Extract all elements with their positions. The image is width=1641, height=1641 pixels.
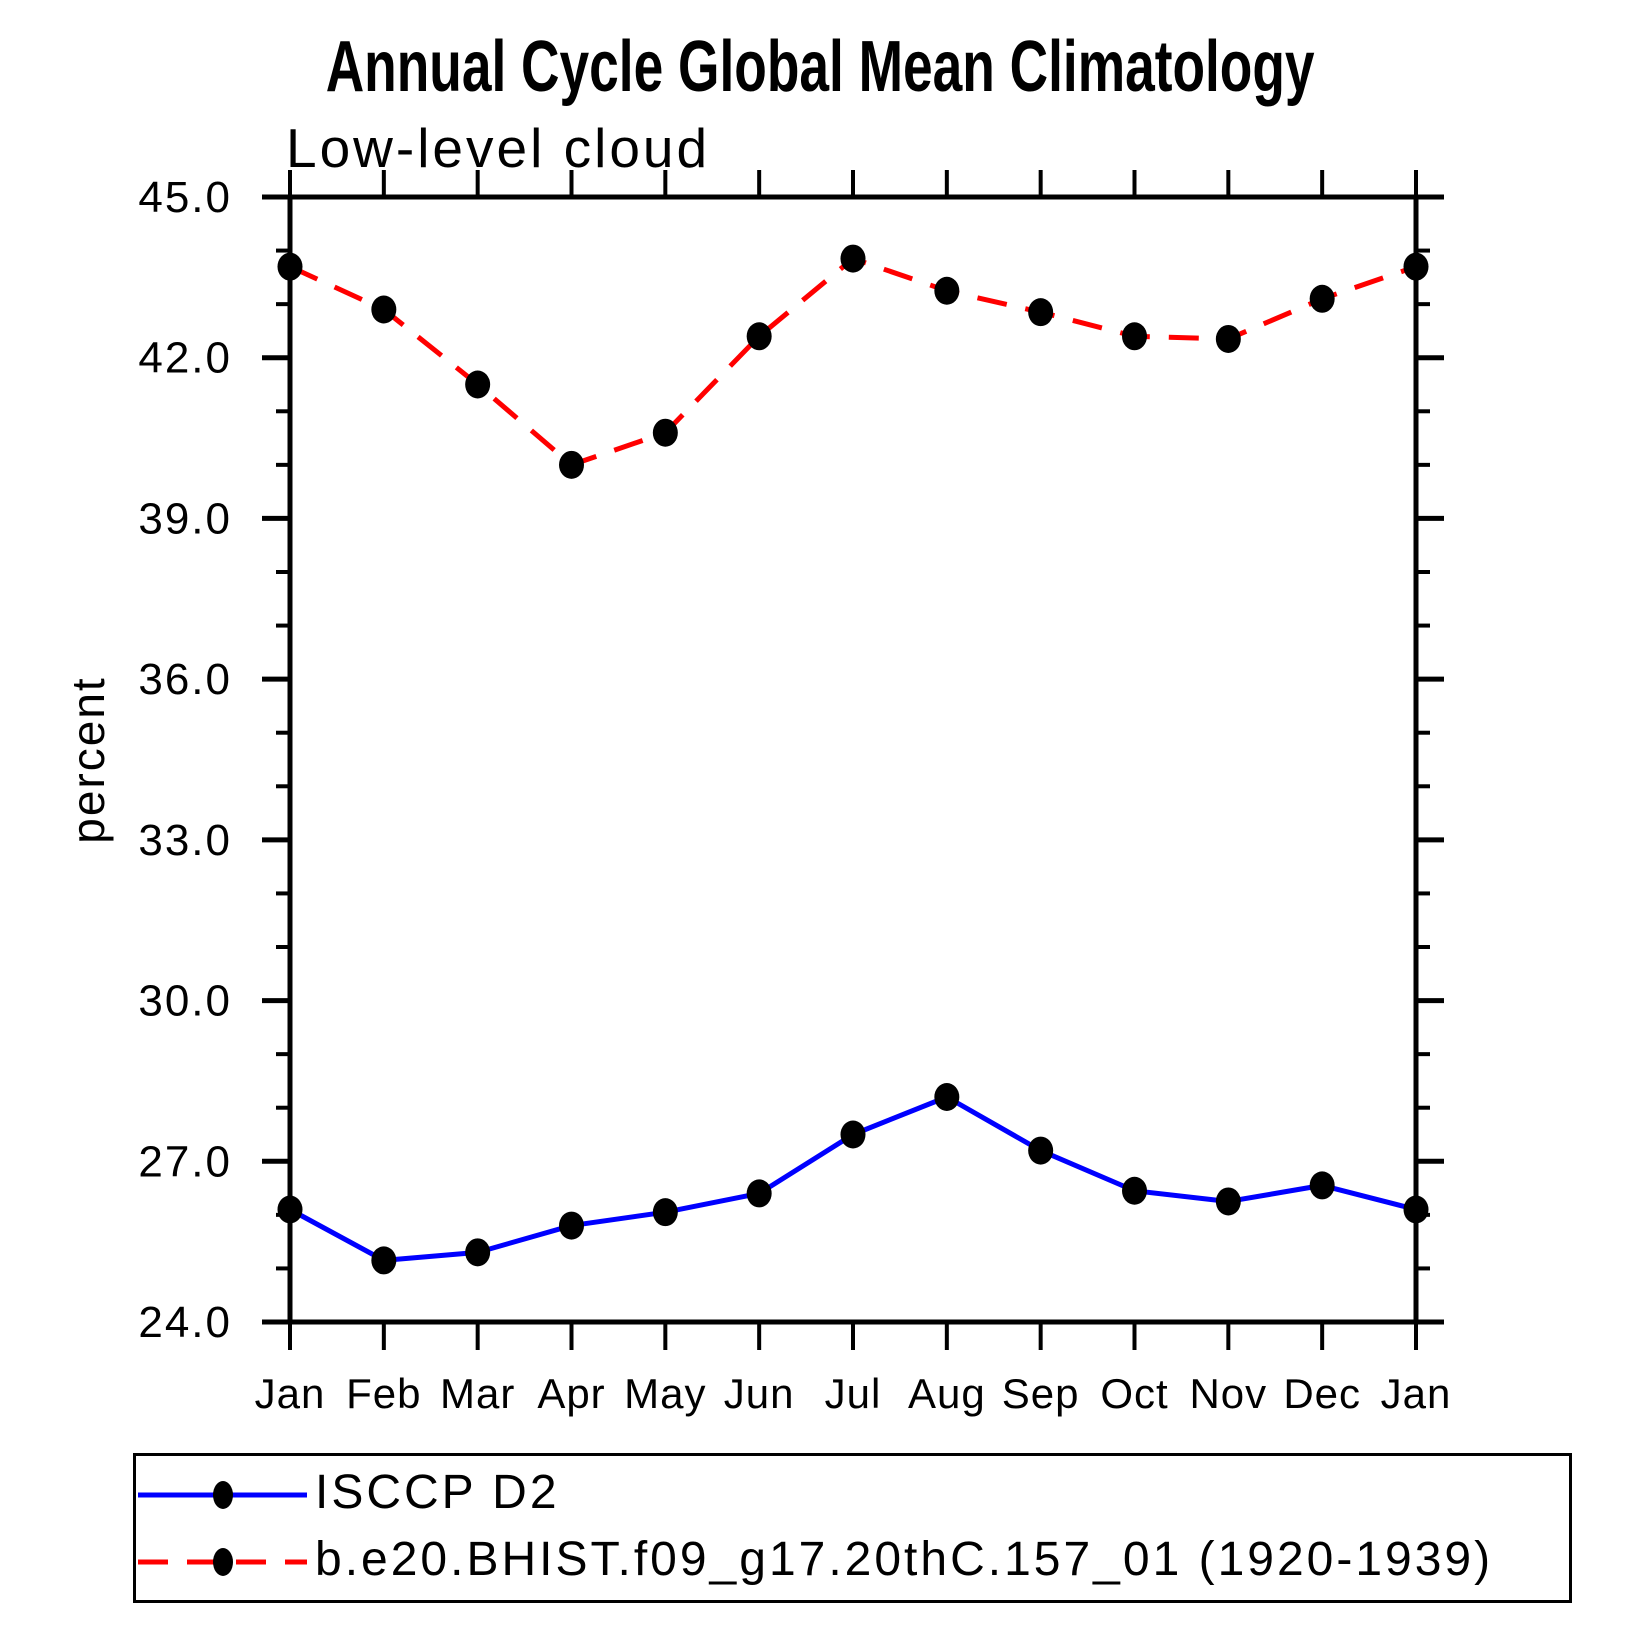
x-axis-tick-label: Feb bbox=[346, 1370, 421, 1417]
x-axis-tick-label: Nov bbox=[1189, 1370, 1267, 1417]
data-point-marker-series-1 bbox=[840, 244, 866, 273]
data-point-marker-series-0 bbox=[1403, 1195, 1429, 1224]
data-point-marker-series-0 bbox=[277, 1195, 303, 1224]
x-axis-tick-label: Aug bbox=[908, 1370, 986, 1417]
data-point-marker-series-0 bbox=[559, 1211, 584, 1240]
data-point-marker-series-1 bbox=[934, 276, 960, 305]
chart-title-text: Annual Cycle Global Mean Climatology bbox=[326, 27, 1315, 107]
series-line-1 bbox=[288, 256, 1417, 468]
legend-item-isccp: ISCCP D2 bbox=[136, 1461, 1569, 1528]
data-point-marker-series-0 bbox=[746, 1179, 772, 1208]
y-axis-tick-label: 45.0 bbox=[138, 173, 232, 222]
y-axis-tick-label: 24.0 bbox=[138, 1298, 232, 1347]
data-point-marker-series-0 bbox=[934, 1083, 960, 1111]
data-point-marker-series-1 bbox=[465, 370, 491, 399]
y-axis-tick-label: 42.0 bbox=[138, 334, 232, 383]
data-point-marker-series-1 bbox=[1309, 284, 1335, 313]
y-axis-tick-label: 33.0 bbox=[138, 816, 232, 865]
legend-label-isccp: ISCCP D2 bbox=[315, 1466, 560, 1519]
legend-sample-solid-line bbox=[138, 1480, 307, 1509]
data-point-marker-series-0 bbox=[652, 1198, 678, 1227]
x-axis-tick-label: Mar bbox=[440, 1370, 515, 1417]
x-axis-tick-label: May bbox=[624, 1370, 706, 1417]
x-axis-tick-label: Oct bbox=[1100, 1370, 1168, 1417]
x-axis-tick-label: Jul bbox=[825, 1370, 882, 1417]
x-axis-tick-label: Sep bbox=[1002, 1370, 1080, 1417]
y-axis-tick-label: 30.0 bbox=[138, 977, 232, 1026]
x-axis-tick-label: Jan bbox=[255, 1370, 326, 1417]
legend-marker-dot bbox=[213, 1547, 233, 1576]
data-point-marker-series-1 bbox=[371, 295, 397, 324]
plot-frame bbox=[287, 194, 1419, 1325]
data-point-marker-series-1 bbox=[277, 252, 303, 281]
data-point-marker-series-1 bbox=[1028, 298, 1054, 327]
legend-sample-dashed-line bbox=[138, 1547, 307, 1576]
data-point-marker-series-1 bbox=[1122, 322, 1147, 351]
x-axis-tick-label: Jun bbox=[724, 1370, 795, 1417]
data-point-marker-series-0 bbox=[840, 1120, 866, 1149]
data-point-marker-series-0 bbox=[465, 1238, 491, 1267]
legend-marker-dot bbox=[213, 1480, 233, 1509]
data-point-marker-series-0 bbox=[1028, 1136, 1054, 1165]
x-axis-tick-label: Apr bbox=[537, 1370, 605, 1417]
y-axis-tick-label: 39.0 bbox=[138, 494, 232, 543]
data-point-marker-series-1 bbox=[746, 322, 772, 351]
data-point-marker-series-0 bbox=[1215, 1187, 1241, 1216]
chart-subtitle: Low-level cloud bbox=[286, 117, 711, 179]
data-point-marker-series-1 bbox=[1403, 252, 1429, 281]
legend-box: ISCCP D2 b.e20.BHIST.f09_g17.20thC.157_0… bbox=[133, 1453, 1572, 1603]
data-point-marker-series-0 bbox=[1309, 1171, 1335, 1200]
data-point-marker-series-0 bbox=[1122, 1176, 1147, 1205]
chart-title: Annual Cycle Global Mean Climatology bbox=[0, 26, 1641, 108]
legend-label-model: b.e20.BHIST.f09_g17.20thC.157_01 (1920-1… bbox=[315, 1533, 1494, 1586]
legend-item-model: b.e20.BHIST.f09_g17.20thC.157_01 (1920-1… bbox=[136, 1528, 1569, 1595]
y-axis-tick-label: 27.0 bbox=[138, 1137, 232, 1186]
x-axis-tick-label: Jan bbox=[1381, 1370, 1452, 1417]
y-axis-tick-label: 36.0 bbox=[138, 655, 232, 704]
data-point-marker-series-1 bbox=[1215, 324, 1241, 353]
data-point-marker-series-0 bbox=[371, 1246, 397, 1275]
data-point-marker-series-1 bbox=[559, 450, 584, 479]
x-axis-tick-label: Dec bbox=[1283, 1370, 1361, 1417]
data-point-marker-series-1 bbox=[652, 418, 678, 447]
